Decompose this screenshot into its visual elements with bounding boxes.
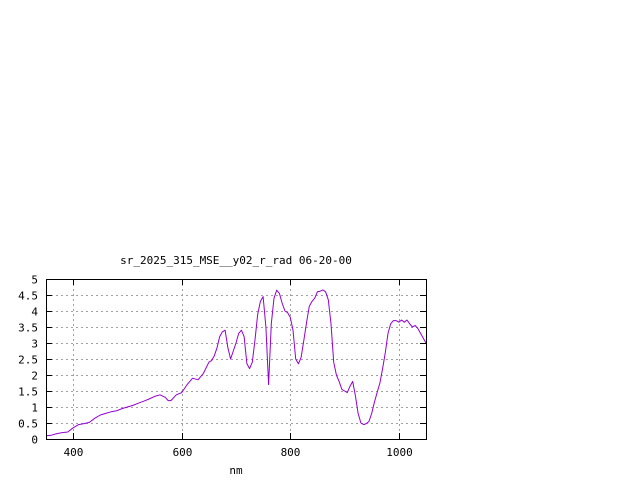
series-line bbox=[45, 289, 427, 437]
chart-title: sr_2025_315_MSE__y02_r_rad 06-20-00 bbox=[120, 254, 352, 267]
y-tick-label: 1 bbox=[31, 402, 38, 415]
y-tick-label: 4 bbox=[31, 306, 38, 319]
tick-layer: 0 0.5 1 1.5 2 2.5 3 3.5 4 4.5 5 400 600 800 1000 bbox=[18, 274, 426, 459]
x-axis-label: nm bbox=[229, 464, 243, 477]
label-layer: sr_2025_315_MSE__y02_r_rad 06-20-00 nm bbox=[120, 254, 352, 477]
y-tick-label: 0 bbox=[31, 434, 38, 447]
y-tick-label: 3.5 bbox=[18, 322, 38, 335]
x-tick-label: 800 bbox=[281, 446, 301, 459]
x-tick-label: 1000 bbox=[386, 446, 413, 459]
y-tick-label: 4.5 bbox=[18, 290, 38, 303]
y-tick-label: 2.5 bbox=[18, 354, 38, 367]
x-tick-label: 600 bbox=[173, 446, 193, 459]
y-tick-label: 2 bbox=[31, 370, 38, 383]
y-tick-label: 0.5 bbox=[18, 418, 38, 431]
y-tick-label: 3 bbox=[31, 338, 38, 351]
y-tick-label: 5 bbox=[31, 274, 38, 287]
plot-border bbox=[46, 279, 427, 440]
grid-layer bbox=[46, 279, 426, 439]
y-tick-label: 1.5 bbox=[18, 386, 38, 399]
x-tick-label: 400 bbox=[64, 446, 84, 459]
series-layer bbox=[45, 289, 427, 437]
